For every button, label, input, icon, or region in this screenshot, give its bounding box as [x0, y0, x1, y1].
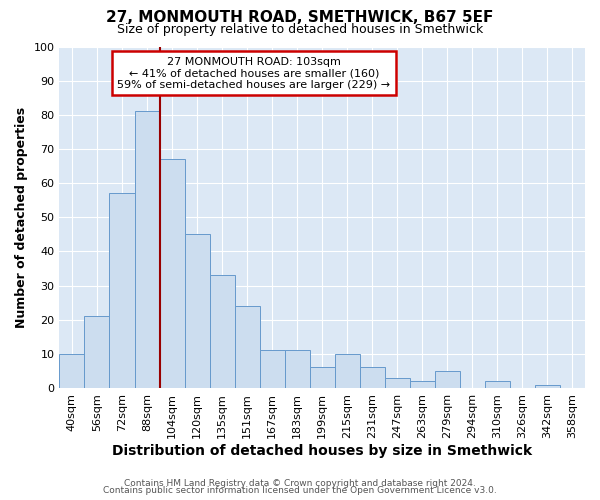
Text: 27, MONMOUTH ROAD, SMETHWICK, B67 5EF: 27, MONMOUTH ROAD, SMETHWICK, B67 5EF [106, 10, 494, 25]
Bar [360, 368, 385, 388]
X-axis label: Distribution of detached houses by size in Smethwick: Distribution of detached houses by size … [112, 444, 532, 458]
Bar [485, 381, 510, 388]
Bar [160, 159, 185, 388]
Text: Contains public sector information licensed under the Open Government Licence v3: Contains public sector information licen… [103, 486, 497, 495]
Bar [185, 234, 209, 388]
Text: 27 MONMOUTH ROAD: 103sqm
← 41% of detached houses are smaller (160)
59% of semi-: 27 MONMOUTH ROAD: 103sqm ← 41% of detach… [118, 56, 391, 90]
Bar [385, 378, 410, 388]
Y-axis label: Number of detached properties: Number of detached properties [15, 106, 28, 328]
Bar [59, 354, 85, 388]
Bar [335, 354, 360, 388]
Bar [260, 350, 284, 388]
Bar [535, 384, 560, 388]
Bar [435, 371, 460, 388]
Bar [209, 276, 235, 388]
Bar [134, 112, 160, 388]
Bar [410, 381, 435, 388]
Bar [310, 368, 335, 388]
Bar [85, 316, 109, 388]
Text: Size of property relative to detached houses in Smethwick: Size of property relative to detached ho… [117, 22, 483, 36]
Bar [235, 306, 260, 388]
Bar [284, 350, 310, 388]
Bar [109, 194, 134, 388]
Text: Contains HM Land Registry data © Crown copyright and database right 2024.: Contains HM Land Registry data © Crown c… [124, 478, 476, 488]
